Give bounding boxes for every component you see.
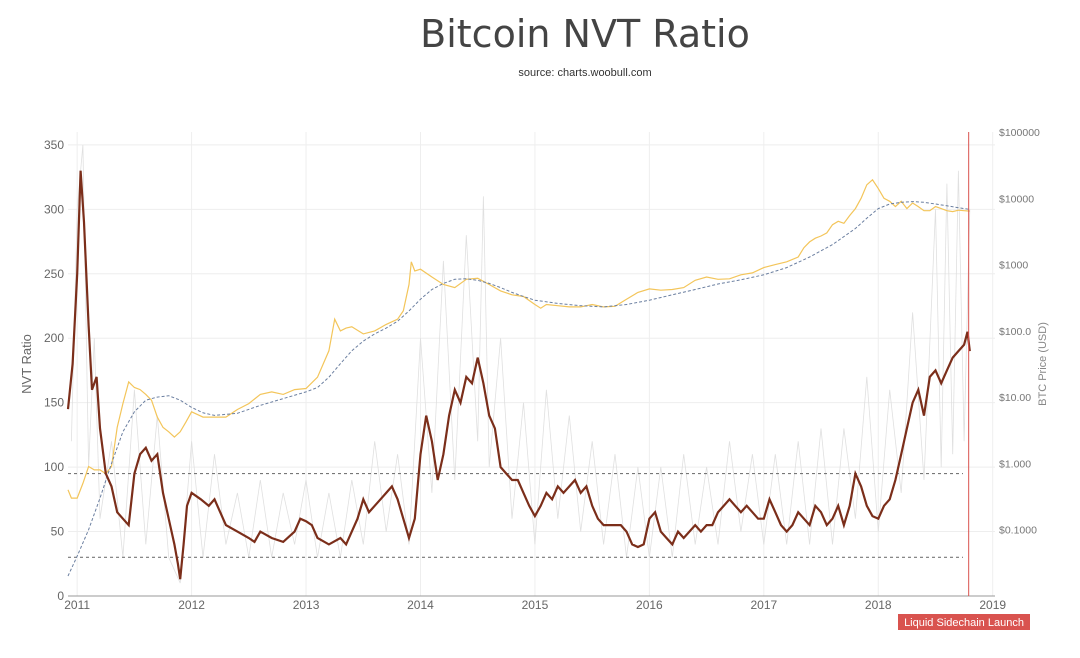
y-left-axis-title: NVT Ratio — [19, 334, 34, 394]
event-marker-label: Liquid Sidechain Launch — [904, 617, 1024, 629]
nvt-raw-daily-series — [71, 144, 971, 584]
btc-price-line — [67, 178, 970, 499]
grid-lines — [68, 132, 995, 597]
y-right-tick-label: $100.0 — [999, 326, 1031, 338]
y-left-tick-label: 0 — [57, 589, 64, 603]
y-right-tick-label: $10000 — [999, 193, 1034, 205]
x-tick-label: 2012 — [178, 598, 205, 612]
y-left-tick-label: 200 — [44, 331, 64, 345]
y-left-tick-label: 300 — [44, 202, 64, 216]
reference-lines — [68, 472, 963, 558]
y-right-axis-title: BTC Price (USD) — [1037, 322, 1049, 406]
y-right-tick-label: $1000 — [999, 260, 1028, 272]
event-marker-label-box — [898, 614, 1030, 630]
x-tick-label: 2016 — [636, 598, 663, 612]
chart-title: Bitcoin NVT Ratio — [420, 12, 750, 56]
nvt-daily-line — [71, 144, 971, 584]
event-marker: Liquid Sidechain Launch — [898, 132, 1030, 630]
x-tick-label: 2015 — [522, 598, 549, 612]
x-tick-label: 2011 — [64, 598, 90, 612]
y-left-tick-label: 150 — [44, 396, 64, 410]
x-tick-label: 2017 — [750, 598, 777, 612]
x-tick-label: 2018 — [865, 598, 892, 612]
y-left-tick-label: 50 — [51, 525, 65, 539]
y-right-tick-label: $0.1000 — [999, 525, 1037, 537]
x-tick-label: 2014 — [407, 598, 434, 612]
y-left-tick-label: 350 — [44, 138, 64, 152]
x-tick-label: 2013 — [293, 598, 320, 612]
axes: 0 50 100 150 200 250 300 350 2011 2012 2013 2014 201… — [19, 127, 1049, 612]
y-right-tick-label: $10.00 — [999, 392, 1031, 404]
series-lines — [66, 170, 971, 580]
nvt-ratio-line — [66, 170, 971, 580]
chart-subtitle: source: charts.woobull.com — [518, 67, 652, 79]
y-left-tick-label: 100 — [44, 460, 64, 474]
x-tick-label: 2019 — [979, 598, 1006, 612]
y-right-tick-label: $1.000 — [999, 458, 1031, 470]
btc-price-trend-line — [67, 201, 970, 577]
y-right-tick-label: $100000 — [999, 127, 1040, 139]
y-left-tick-label: 250 — [44, 267, 64, 281]
